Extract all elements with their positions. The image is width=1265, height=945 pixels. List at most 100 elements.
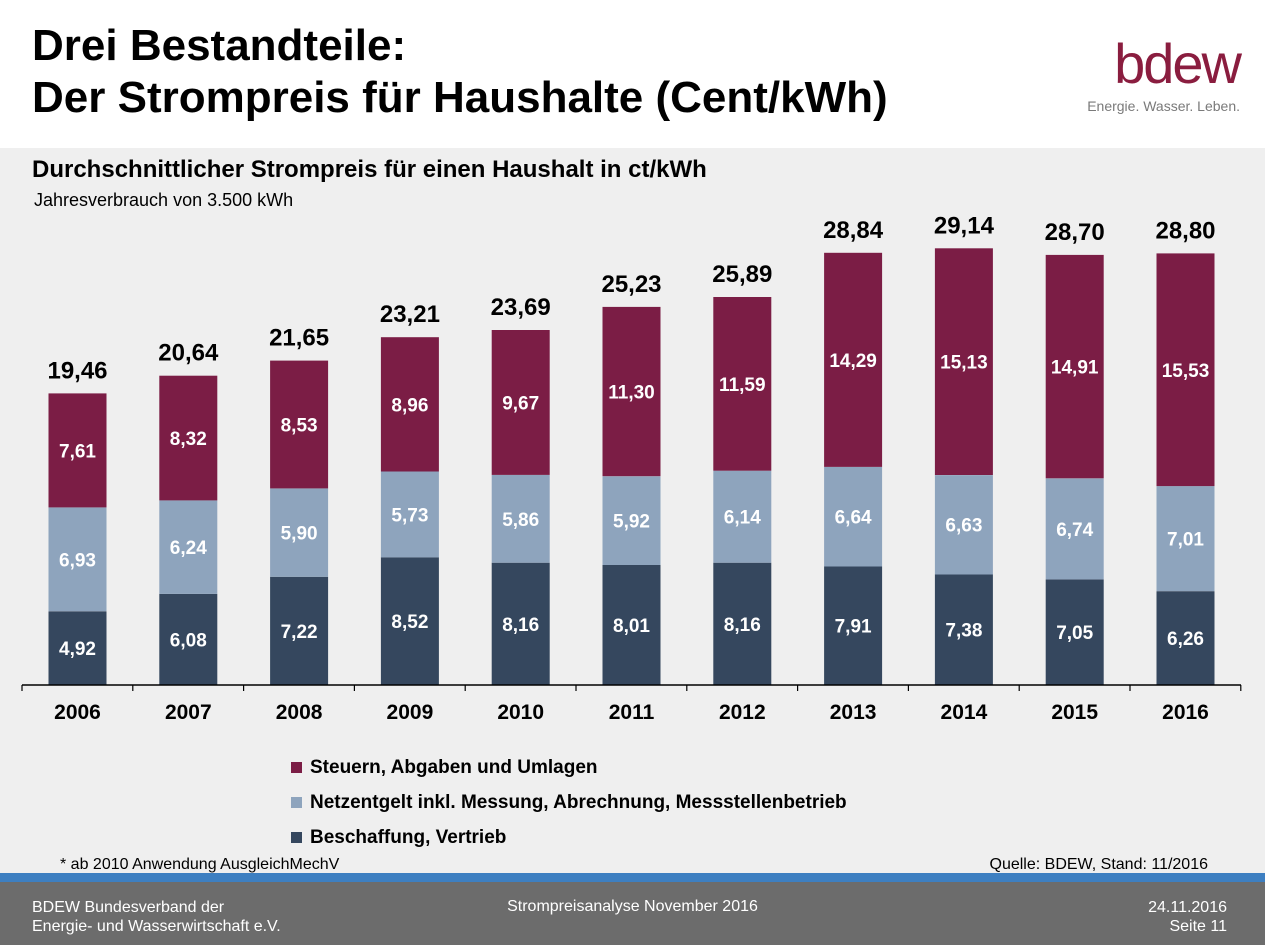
legend-label-beschaffung: Beschaffung, Vertrieb xyxy=(310,826,507,848)
footer: BDEW Bundesverband der Energie- und Wass… xyxy=(0,882,1265,945)
total-label-2013: 28,84 xyxy=(823,217,884,244)
data-label-steuern-2012: 11,59 xyxy=(719,375,766,396)
data-label-netzentgelt-2009: 5,73 xyxy=(391,505,428,526)
x-tick-label-2009: 2009 xyxy=(387,701,434,724)
legend-item-steuern: Steuern, Abgaben und Umlagen xyxy=(291,750,847,785)
total-label-2006: 19,46 xyxy=(47,357,107,384)
slide-title-line1: Drei Bestandteile: xyxy=(32,21,407,70)
legend-item-netzentgelt: Netzentgelt inkl. Messung, Abrechnung, M… xyxy=(291,785,847,820)
bar-segment-steuern-2006 xyxy=(48,393,107,508)
data-label-netzentgelt-2012: 6,14 xyxy=(724,508,761,529)
data-label-beschaffung-2011: 8,01 xyxy=(613,616,650,637)
data-label-netzentgelt-2006: 6,93 xyxy=(59,550,96,571)
data-label-netzentgelt-2008: 5,90 xyxy=(281,524,318,545)
data-label-beschaffung-2007: 6,08 xyxy=(170,630,207,651)
bar-segment-beschaffung-2016 xyxy=(1156,591,1215,685)
bar-segment-steuern-2016 xyxy=(1156,253,1215,487)
x-tick-label-2008: 2008 xyxy=(276,701,323,724)
data-label-netzentgelt-2011: 5,92 xyxy=(613,512,650,533)
chart-title: Durchschnittlicher Strompreis für einen … xyxy=(32,156,707,183)
data-label-netzentgelt-2007: 6,24 xyxy=(170,538,207,559)
bar-segment-netzentgelt-2010 xyxy=(491,474,550,563)
bar-segment-beschaffung-2008 xyxy=(270,576,329,685)
slide-title-line2: Der Strompreis für Haushalte (Cent/kWh) xyxy=(32,73,888,122)
bar-segment-netzentgelt-2014 xyxy=(934,475,993,575)
bar-segment-steuern-2009 xyxy=(380,337,439,472)
data-label-beschaffung-2013: 7,91 xyxy=(835,617,872,638)
bar-segment-netzentgelt-2007 xyxy=(159,500,218,594)
bar-segment-steuern-2010 xyxy=(491,330,550,475)
bar-segment-netzentgelt-2016 xyxy=(1156,486,1215,592)
data-label-steuern-2007: 8,32 xyxy=(170,429,207,450)
data-label-steuern-2015: 14,91 xyxy=(1051,358,1099,379)
data-label-steuern-2008: 8,53 xyxy=(281,416,318,437)
x-tick-label-2010: 2010 xyxy=(497,701,544,724)
bar-segment-netzentgelt-2013 xyxy=(824,467,883,567)
x-tick-label-2011: 2011 xyxy=(609,701,655,724)
bar-segment-steuern-2007 xyxy=(159,375,218,501)
data-label-beschaffung-2010: 8,16 xyxy=(502,615,539,636)
x-tick-label-2015: 2015 xyxy=(1051,701,1098,724)
data-label-steuern-2014: 15,13 xyxy=(940,353,988,374)
footer-org-line2: Energie- und Wasserwirtschaft e.V. xyxy=(32,918,281,935)
total-label-2007: 20,64 xyxy=(158,340,219,367)
bar-segment-beschaffung-2007 xyxy=(159,593,218,685)
legend-swatch-netzentgelt xyxy=(291,797,302,808)
bdew-logo: bdew Energie. Wasser. Leben. xyxy=(1087,32,1242,118)
data-label-beschaffung-2008: 7,22 xyxy=(281,622,318,643)
total-label-2012: 25,89 xyxy=(712,261,772,288)
data-label-steuern-2016: 15,53 xyxy=(1162,361,1210,382)
footnote: * ab 2010 Anwendung AusgleichMechV xyxy=(60,856,340,873)
footer-presentation-title: Strompreisanalyse November 2016 xyxy=(507,898,758,915)
data-label-steuern-2011: 11,30 xyxy=(608,383,655,404)
footer-stripe xyxy=(0,873,1265,882)
bar-segment-steuern-2012 xyxy=(713,297,772,471)
x-tick-label-2006: 2006 xyxy=(54,701,101,724)
data-label-netzentgelt-2016: 7,01 xyxy=(1167,530,1204,551)
data-label-netzentgelt-2015: 6,74 xyxy=(1056,520,1093,541)
bar-segment-steuern-2008 xyxy=(270,360,329,489)
x-tick-label-2012: 2012 xyxy=(719,701,766,724)
data-label-beschaffung-2009: 8,52 xyxy=(391,612,428,633)
total-label-2016: 28,80 xyxy=(1155,217,1215,244)
bar-segment-beschaffung-2013 xyxy=(824,566,883,685)
x-tick-label-2007: 2007 xyxy=(165,701,212,724)
bar-segment-beschaffung-2010 xyxy=(491,562,550,685)
data-label-steuern-2009: 8,96 xyxy=(391,395,428,416)
total-label-2015: 28,70 xyxy=(1045,219,1105,246)
bar-segment-netzentgelt-2012 xyxy=(713,470,772,563)
bar-segment-netzentgelt-2009 xyxy=(380,471,439,558)
bar-segment-steuern-2015 xyxy=(1045,254,1104,479)
logo-word: bdew xyxy=(1114,32,1242,95)
x-tick-label-2016: 2016 xyxy=(1162,701,1209,724)
bar-segment-beschaffung-2011 xyxy=(602,565,661,685)
footer-date: 24.11.2016 xyxy=(1148,899,1227,916)
data-label-beschaffung-2012: 8,16 xyxy=(724,615,761,636)
total-label-2008: 21,65 xyxy=(269,325,329,352)
data-label-steuern-2006: 7,61 xyxy=(59,441,96,462)
bar-segment-netzentgelt-2008 xyxy=(270,488,329,577)
footer-meta: 24.11.2016 Seite 11 xyxy=(1148,898,1227,936)
footer-page-number: Seite 11 xyxy=(1169,918,1227,935)
data-label-netzentgelt-2010: 5,86 xyxy=(502,510,539,531)
footer-organization: BDEW Bundesverband der Energie- und Wass… xyxy=(32,898,281,936)
x-tick-label-2014: 2014 xyxy=(941,701,988,724)
bar-segment-beschaffung-2014 xyxy=(934,574,993,685)
bar-segment-steuern-2013 xyxy=(824,252,883,467)
bar-segment-netzentgelt-2006 xyxy=(48,507,107,612)
data-label-steuern-2013: 14,29 xyxy=(829,351,877,372)
legend-label-steuern: Steuern, Abgaben und Umlagen xyxy=(310,756,598,778)
legend-label-netzentgelt: Netzentgelt inkl. Messung, Abrechnung, M… xyxy=(310,791,847,813)
bar-segment-netzentgelt-2011 xyxy=(602,476,661,565)
footer-org-line1: BDEW Bundesverband der xyxy=(32,899,225,916)
title-area: Drei Bestandteile: Der Strompreis für Ha… xyxy=(0,0,1265,148)
total-label-2011: 25,23 xyxy=(601,271,661,298)
bar-segment-beschaffung-2006 xyxy=(48,611,107,685)
bar-segment-beschaffung-2015 xyxy=(1045,579,1104,685)
bar-segment-netzentgelt-2015 xyxy=(1045,478,1104,580)
chart-subtitle: Jahresverbrauch von 3.500 kWh xyxy=(34,190,294,210)
legend-swatch-beschaffung xyxy=(291,832,302,843)
bar-segment-steuern-2011 xyxy=(602,306,661,477)
legend-swatch-steuern xyxy=(291,762,302,773)
